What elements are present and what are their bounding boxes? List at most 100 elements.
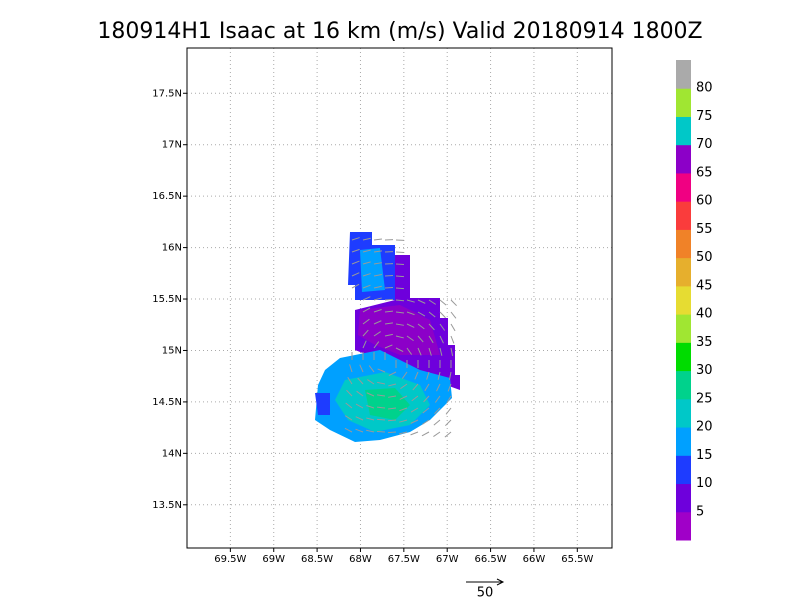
- wind-vector: [450, 323, 456, 332]
- wind-vector: [351, 248, 360, 253]
- wind-vector: [423, 395, 430, 403]
- wind-vector: [439, 311, 446, 319]
- colorbar-label: 65: [696, 165, 713, 180]
- wind-vector: [345, 402, 353, 409]
- wind-vector: [434, 395, 441, 403]
- colorbar-segment: [676, 144, 691, 174]
- wind-vector: [347, 376, 353, 385]
- wind-vector: [428, 323, 435, 331]
- wind-vector: [366, 417, 375, 421]
- wind-vector: [362, 249, 371, 253]
- wind-vector: [366, 392, 375, 397]
- wind-vector: [400, 383, 408, 390]
- wind-vector: [384, 298, 394, 301]
- colorbar-label: 45: [696, 278, 713, 293]
- grid: [187, 48, 612, 548]
- colorbar-segment: [676, 201, 691, 230]
- colorbar-label: 15: [696, 448, 713, 463]
- wind-vector: [362, 340, 367, 349]
- wind-vector: [388, 395, 397, 398]
- wind-vector: [373, 331, 381, 337]
- field-region: [360, 248, 385, 292]
- wind-vector: [373, 297, 382, 301]
- wind-vector: [437, 371, 441, 380]
- wind-vector: [373, 250, 382, 253]
- wind-vector: [377, 381, 386, 385]
- colorbar-label: 25: [696, 391, 713, 406]
- wind-vector: [417, 323, 425, 330]
- wind-vector: [384, 310, 394, 313]
- wind-vector: [366, 429, 375, 433]
- wind-vector: [399, 407, 408, 412]
- colorbar-label: 10: [696, 476, 713, 491]
- wind-vector: [444, 431, 452, 438]
- colorbar-segment: [676, 88, 691, 117]
- wind-vector: [368, 365, 375, 373]
- wind-vector: [411, 395, 419, 402]
- title: 180914H1 Isaac at 16 km (m/s) Valid 2018…: [97, 19, 702, 44]
- wind-vector: [433, 419, 441, 426]
- colorbar-segment: [676, 172, 691, 202]
- wind-vector: [445, 407, 452, 415]
- y-tick-label: 13.5N: [152, 500, 182, 511]
- wind-vector: [428, 335, 434, 344]
- wind-vector: [448, 371, 452, 380]
- wind-vector: [424, 383, 430, 392]
- wind-vector: [384, 333, 393, 337]
- wind-vector: [417, 311, 426, 317]
- wind-vector: [410, 407, 419, 413]
- colorbar-label: 30: [696, 363, 713, 378]
- x-tick-label: 65.5W: [561, 554, 593, 565]
- wind-vector: [399, 395, 408, 400]
- wind-vector: [356, 390, 364, 397]
- colorbar-segment: [676, 229, 691, 259]
- wind-vector: [395, 299, 405, 302]
- wind-vector: [450, 335, 455, 344]
- vector-scale-head: [496, 578, 505, 586]
- wind-vector: [446, 395, 452, 404]
- colorbar: 5 10 15 20 25 30 35 40 45 50 55 60 65 70 75 80: [676, 60, 713, 541]
- wind-vector: [399, 419, 408, 423]
- y-tick-label: 15.5N: [152, 294, 182, 305]
- wind-vector: [395, 311, 405, 314]
- wind-vector: [406, 323, 415, 328]
- x-tick-label: 69.5W: [214, 554, 246, 565]
- wind-vector: [362, 329, 369, 337]
- wind-vector: [376, 418, 386, 421]
- wind-vector: [439, 335, 444, 344]
- wind-vector: [395, 323, 404, 326]
- wind-vector: [410, 431, 419, 436]
- wind-vector: [414, 371, 419, 380]
- wind-vector: [362, 296, 371, 301]
- wind-vector: [447, 383, 452, 392]
- wind-vector: [357, 377, 364, 385]
- wind-vector: [362, 307, 371, 313]
- field-region: [315, 393, 330, 415]
- wind-vector: [376, 430, 386, 433]
- wind-vector: [395, 335, 404, 339]
- wind-vector: [450, 299, 457, 307]
- vector-scale-label: 50: [477, 586, 494, 600]
- x-tick-label: 68W: [349, 554, 372, 565]
- wind-vector: [406, 335, 414, 342]
- wind-vector: [349, 364, 353, 373]
- x-tick-label: 66.5W: [474, 554, 506, 565]
- wind-vector: [384, 322, 393, 325]
- y-tick-label: 17N: [162, 140, 182, 151]
- wind-vector: [377, 368, 386, 373]
- wind-vector: [376, 406, 386, 409]
- y-tick-label: 16.5N: [152, 191, 182, 202]
- wind-vector: [351, 283, 360, 289]
- colorbar-label: 60: [696, 194, 713, 209]
- wind-vector: [359, 364, 364, 373]
- x-tick-label: 68.5W: [301, 554, 333, 565]
- y-tick-label: 17.5N: [152, 88, 182, 99]
- x-tick-label: 69W: [262, 554, 285, 565]
- wind-vector: [417, 335, 424, 343]
- plot-frame: [186, 47, 613, 549]
- colorbar-segment: [676, 370, 691, 400]
- wind-vector: [422, 419, 430, 425]
- wind-vector: [387, 419, 397, 422]
- wind-vector: [362, 318, 370, 325]
